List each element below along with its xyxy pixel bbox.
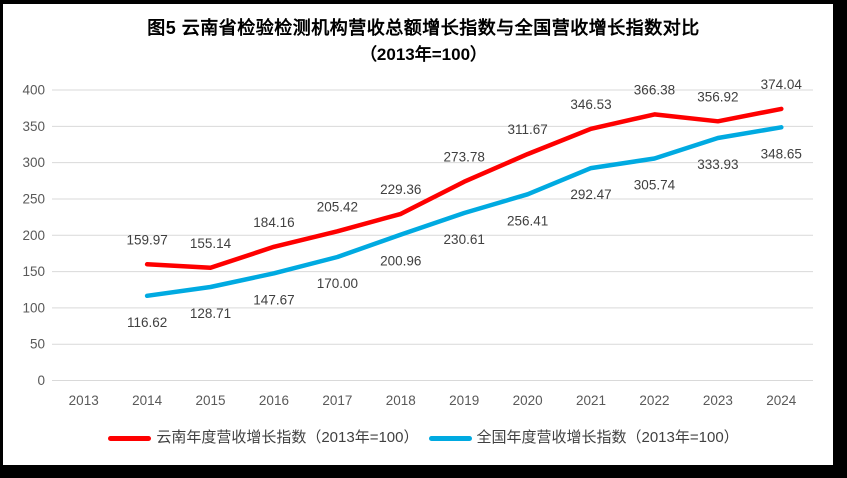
y-axis-tick-label: 400 (22, 83, 45, 98)
data-label-yunnan: 356.92 (697, 89, 738, 104)
y-axis-tick-label: 250 (22, 191, 45, 206)
series-line-national (144, 125, 784, 299)
data-label-yunnan: 159.97 (126, 232, 167, 247)
data-label-yunnan: 229.36 (380, 182, 421, 197)
yunnan-series-swatch (108, 435, 152, 441)
legend-label-yunnan: 云南年度营收增长指数（2013年=100） (156, 429, 419, 446)
data-label-national: 292.47 (570, 187, 611, 202)
frame-border-left (0, 0, 3, 478)
frame-border-bottom (0, 465, 847, 478)
y-axis-tick-label: 100 (22, 300, 45, 315)
chart-subtitle: （2013年=100） (359, 45, 488, 64)
x-axis-tick-label: 2015 (196, 393, 226, 408)
data-label-yunnan: 273.78 (444, 150, 485, 165)
x-axis-tick-label: 2024 (766, 393, 797, 408)
data-label-yunnan: 374.04 (761, 77, 803, 92)
series-line-yunnan (144, 106, 784, 271)
x-axis-tick-label: 2021 (576, 393, 606, 408)
data-label-national: 116.62 (127, 315, 167, 330)
x-axis-tick-label: 2023 (703, 393, 733, 408)
y-axis-tick-label: 200 (22, 228, 45, 243)
data-label-national: 230.61 (444, 232, 485, 247)
data-label-national: 170.00 (317, 276, 358, 291)
legend-item-yunnan: 云南年度营收增长指数（2013年=100） (108, 429, 419, 447)
data-label-yunnan: 311.67 (507, 122, 547, 137)
y-axis-tick-label: 300 (22, 155, 45, 170)
data-label-national: 305.74 (634, 177, 676, 192)
x-axis-tick-label: 2016 (259, 393, 289, 408)
data-label-national: 200.96 (380, 254, 421, 269)
x-axis-tick-label: 2022 (639, 393, 669, 408)
chart-title: 图5 云南省检验检测机构营收总额增长指数与全国营收增长指数对比 (147, 18, 700, 38)
data-label-national: 348.65 (761, 146, 802, 161)
y-axis-tick-label: 350 (22, 119, 45, 134)
data-label-national: 147.67 (253, 292, 294, 307)
x-axis-tick-label: 2019 (449, 393, 479, 408)
legend-label-national: 全国年度营收增长指数（2013年=100） (476, 429, 739, 446)
y-axis-tick-label: 150 (22, 264, 45, 279)
frame-border-top (0, 0, 847, 4)
x-axis-tick-label: 2018 (386, 393, 416, 408)
chart-legend: 云南年度营收增长指数（2013年=100） 全国年度营收增长指数（2013年=1… (0, 428, 847, 448)
data-label-national: 128.71 (190, 306, 231, 321)
legend-item-national: 全国年度营收增长指数（2013年=100） (428, 429, 739, 447)
x-axis-tick-label: 2014 (132, 393, 163, 408)
national-series-swatch (428, 435, 472, 441)
frame-border-right (833, 0, 847, 478)
x-axis-tick-label: 2013 (69, 393, 99, 408)
x-axis-tick-label: 2020 (513, 393, 543, 408)
data-label-yunnan: 346.53 (570, 97, 611, 112)
data-label-yunnan: 184.16 (253, 215, 294, 230)
y-axis-tick-label: 50 (30, 337, 45, 352)
x-axis-tick-label: 2017 (322, 393, 352, 408)
data-label-yunnan: 366.38 (634, 82, 675, 97)
data-label-yunnan: 205.42 (317, 199, 358, 214)
data-label-yunnan: 155.14 (190, 236, 232, 251)
y-axis-tick-label: 0 (37, 373, 45, 388)
data-label-national: 256.41 (507, 213, 548, 228)
data-label-national: 333.93 (697, 157, 738, 172)
